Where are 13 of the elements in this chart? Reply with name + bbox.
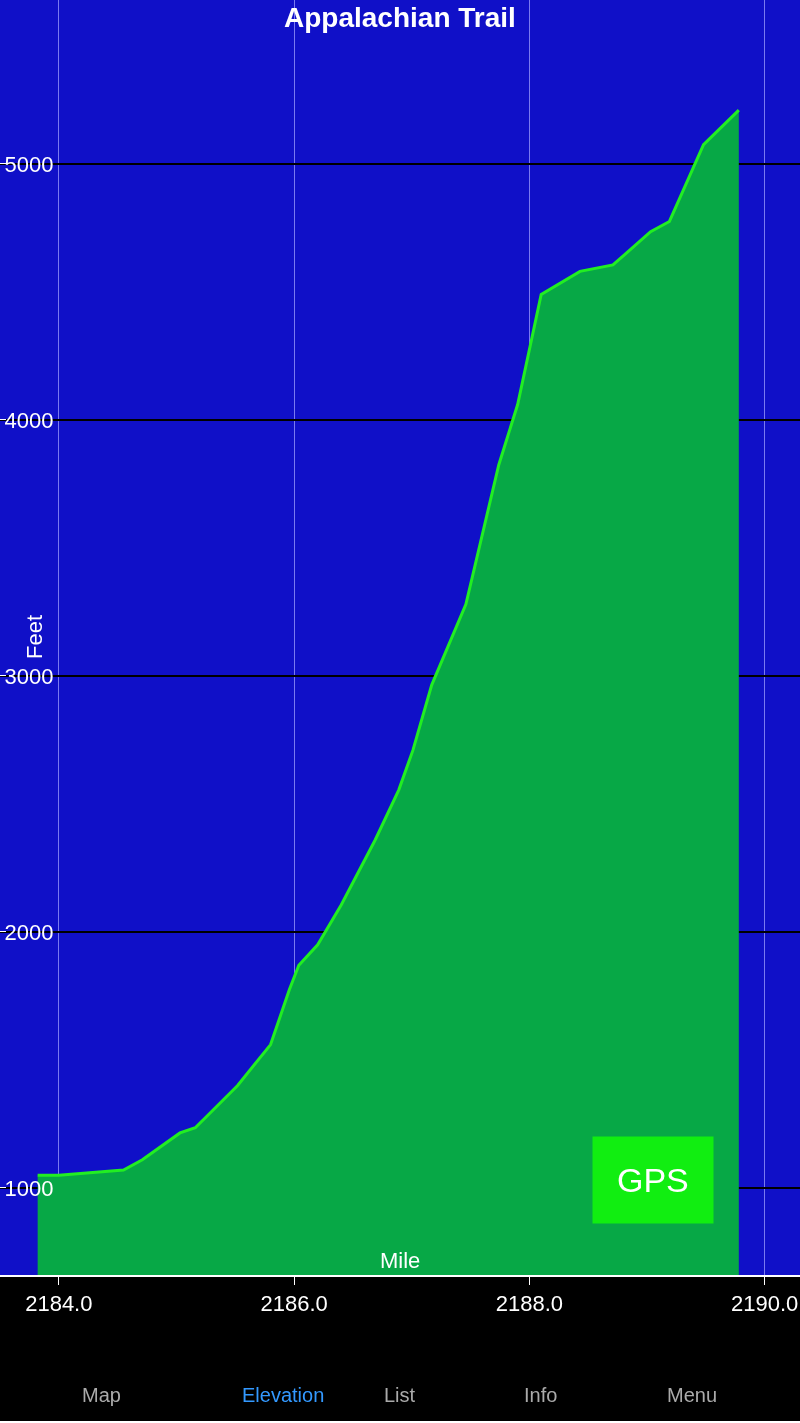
- annotation: GPS: [617, 1161, 689, 1199]
- x-tick-label: 2188.0: [495, 1291, 564, 1317]
- chart-title: Appalachian Trail: [284, 2, 516, 33]
- text: Map: [82, 1384, 121, 1406]
- x-tick-label: 2184.0: [25, 1291, 93, 1317]
- x-tick-label: 2190.0: [731, 1291, 799, 1317]
- text: List: [384, 1384, 416, 1406]
- text: Info: [524, 1384, 558, 1406]
- x-axis-title: Mile: [380, 1248, 421, 1273]
- x-tick-label: 2186.0: [260, 1291, 328, 1317]
- text: Menu: [667, 1384, 718, 1406]
- y-axis-title: Feet: [22, 614, 47, 659]
- text: Elevation: [242, 1384, 325, 1406]
